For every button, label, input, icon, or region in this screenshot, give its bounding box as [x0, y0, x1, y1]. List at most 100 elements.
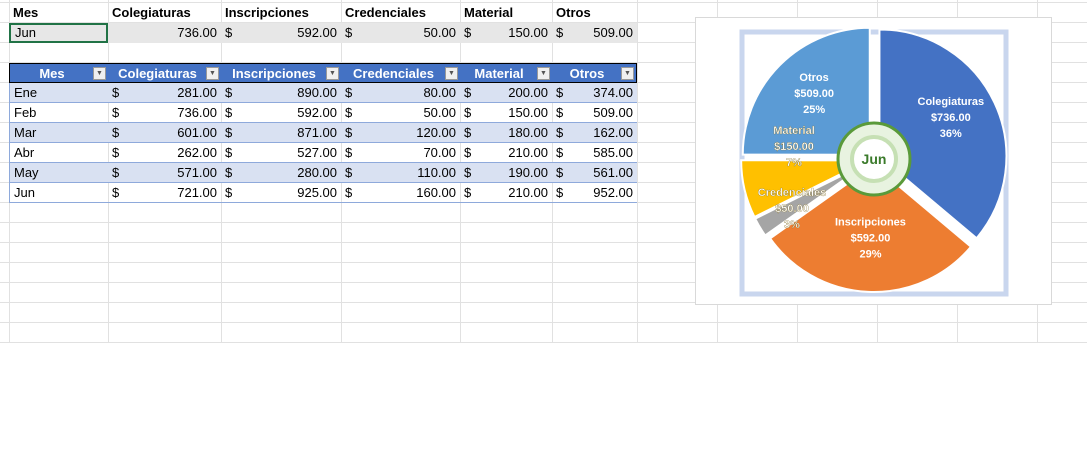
amount-cell[interactable]: $571.00	[108, 163, 221, 183]
month-cell[interactable]: Mar	[9, 123, 108, 143]
currency-symbol: $	[345, 125, 353, 140]
amount-cell[interactable]: $150.00	[460, 103, 552, 123]
header-label: Credenciales	[345, 5, 426, 20]
currency-symbol: $	[556, 85, 564, 100]
header-cell[interactable]: Mes	[9, 3, 108, 23]
amount-cell[interactable]: $50.00	[341, 103, 460, 123]
selected-month: Jun	[15, 25, 36, 40]
filter-dropdown-icon[interactable]: ▼	[93, 67, 106, 80]
month-cell[interactable]: May	[9, 163, 108, 183]
amount-cell[interactable]: $281.00	[108, 83, 221, 103]
cell-value: 585.00	[593, 145, 633, 160]
amount-cell[interactable]: $374.00	[552, 83, 637, 103]
amount-cell[interactable]: $120.00	[341, 123, 460, 143]
amount-cell[interactable]: $180.00	[460, 123, 552, 143]
amount-cell[interactable]: $280.00	[221, 163, 341, 183]
value: 736.00	[177, 25, 217, 40]
amount-cell[interactable]: $70.00	[341, 143, 460, 163]
data-label: Inscripciones $592.00 29%	[835, 217, 906, 261]
table-header-label: Otros	[569, 66, 605, 81]
month-cell[interactable]: Feb	[9, 103, 108, 123]
amount-cell[interactable]: $262.00	[108, 143, 221, 163]
table-header-label: Inscripciones	[232, 66, 316, 81]
filter-dropdown-icon[interactable]: ▼	[621, 67, 634, 80]
filter-dropdown-icon[interactable]: ▼	[206, 67, 219, 80]
currency-symbol: $	[464, 125, 472, 140]
pie-slice-colegiaturas[interactable]	[878, 28, 1008, 240]
pie-svg: Colegiaturas $736.00 36% Inscripciones $592.…	[739, 26, 1009, 297]
amount-cell[interactable]: $592.00	[221, 103, 341, 123]
cell-value: 162.00	[593, 125, 633, 140]
currency-symbol: $	[556, 165, 564, 180]
month-cell[interactable]: Ene	[9, 83, 108, 103]
table-header-label: Colegiaturas	[118, 66, 197, 81]
table-header-otros[interactable]: Otros ▼	[552, 63, 637, 83]
filter-dropdown-icon[interactable]: ▼	[445, 67, 458, 80]
month-selector[interactable]: Jun▼	[9, 23, 124, 43]
amount-cell[interactable]: $925.00	[221, 183, 341, 203]
selected-value-cell[interactable]: $150.00	[460, 23, 552, 43]
amount-cell[interactable]: $871.00	[221, 123, 341, 143]
amount-cell[interactable]: $110.00	[341, 163, 460, 183]
amount-cell[interactable]: $736.00	[108, 103, 221, 123]
table-header-mes[interactable]: Mes ▼	[9, 63, 108, 83]
amount-cell[interactable]: $80.00	[341, 83, 460, 103]
currency-symbol: $	[464, 25, 472, 40]
header-cell[interactable]: Inscripciones	[221, 3, 341, 23]
amount-cell[interactable]: $527.00	[221, 143, 341, 163]
pie-slice-inscripciones[interactable]	[768, 163, 973, 293]
amount-cell[interactable]: $190.00	[460, 163, 552, 183]
currency-symbol: $	[345, 105, 353, 120]
header-label: Mes	[13, 5, 39, 20]
month-cell[interactable]: Jun	[9, 183, 108, 203]
selected-value-cell[interactable]: $592.00	[221, 23, 341, 43]
cell-value: 601.00	[177, 125, 217, 140]
currency-symbol: $	[112, 185, 120, 200]
amount-cell[interactable]: $601.00	[108, 123, 221, 143]
table-header-credenciales[interactable]: Credenciales ▼	[341, 63, 460, 83]
cell-value: 281.00	[177, 85, 217, 100]
pie-slice-otros[interactable]	[741, 26, 871, 156]
cell-value: 210.00	[508, 145, 548, 160]
filter-dropdown-icon[interactable]: ▼	[537, 67, 550, 80]
cell-value: 871.00	[297, 125, 337, 140]
pie-chart[interactable]: Colegiaturas $736.00 36% Inscripciones $592.…	[695, 17, 1052, 305]
cell-value: 952.00	[593, 185, 633, 200]
cell-value: 210.00	[508, 185, 548, 200]
currency-symbol: $	[464, 105, 472, 120]
amount-cell[interactable]: $160.00	[341, 183, 460, 203]
cell-value: May	[14, 165, 39, 180]
table-header-colegiaturas[interactable]: Colegiaturas ▼	[108, 63, 221, 83]
selected-value-cell[interactable]: 736.00	[108, 23, 221, 43]
table-header-inscripciones[interactable]: Inscripciones ▼	[221, 63, 341, 83]
header-cell[interactable]: Credenciales	[341, 3, 460, 23]
header-cell[interactable]: Colegiaturas	[108, 3, 221, 23]
currency-symbol: $	[345, 145, 353, 160]
amount-cell[interactable]: $509.00	[552, 103, 637, 123]
amount-cell[interactable]: $200.00	[460, 83, 552, 103]
amount-cell[interactable]: $210.00	[460, 143, 552, 163]
cell-value: Jun	[14, 185, 35, 200]
data-label: Otros $509.00 25%	[794, 72, 834, 116]
selected-value-cell[interactable]: $509.00	[552, 23, 637, 43]
table-header-material[interactable]: Material ▼	[460, 63, 552, 83]
header-cell[interactable]: Material	[460, 3, 552, 23]
pie-slice-material[interactable]	[740, 159, 869, 219]
amount-cell[interactable]: $561.00	[552, 163, 637, 183]
amount-cell[interactable]: $210.00	[460, 183, 552, 203]
amount-cell[interactable]: $952.00	[552, 183, 637, 203]
header-cell[interactable]: Otros	[552, 3, 637, 23]
center-badge-inner	[850, 135, 898, 183]
cell-value: 160.00	[416, 185, 456, 200]
currency-symbol: $	[464, 165, 472, 180]
selected-value-cell[interactable]: $50.00	[341, 23, 460, 43]
cell-value: 262.00	[177, 145, 217, 160]
filter-dropdown-icon[interactable]: ▼	[326, 67, 339, 80]
amount-cell[interactable]: $890.00	[221, 83, 341, 103]
month-cell[interactable]: Abr	[9, 143, 108, 163]
cell-value: 592.00	[297, 105, 337, 120]
amount-cell[interactable]: $162.00	[552, 123, 637, 143]
amount-cell[interactable]: $585.00	[552, 143, 637, 163]
amount-cell[interactable]: $721.00	[108, 183, 221, 203]
pie-slice-credenciales[interactable]	[753, 161, 870, 237]
